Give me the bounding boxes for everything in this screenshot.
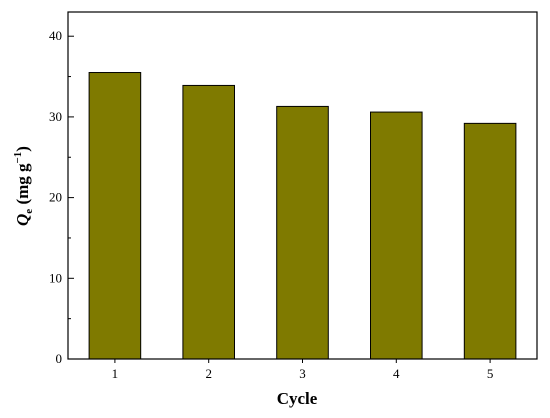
- bar-cycle-5: [463, 122, 517, 360]
- x-tick-label: 4: [393, 366, 400, 381]
- y-axis-title: Qe (mg g−1): [12, 146, 35, 226]
- y-tick-label: 20: [49, 190, 62, 205]
- x-tick-label: 1: [112, 366, 119, 381]
- y-tick-label: 30: [49, 109, 62, 124]
- y-axis-ticks: 0 10 20 30 40: [49, 28, 74, 366]
- y-axis-title-unit-exponent: −1: [12, 152, 24, 164]
- y-tick-label: 40: [49, 28, 62, 43]
- y-axis-title-subscript: e: [23, 209, 35, 214]
- y-axis-title-symbol: Q: [13, 214, 32, 226]
- x-axis-ticks: 1 2 3 4 5: [112, 359, 494, 381]
- bar-cycle-4: [370, 111, 423, 360]
- y-tick-label: 0: [56, 351, 63, 366]
- y-axis-title-unit: (mg g: [13, 163, 32, 209]
- plot-frame: [67, 11, 538, 360]
- x-tick-label: 2: [205, 366, 212, 381]
- bars-group: [88, 72, 517, 360]
- x-tick-label: 3: [299, 366, 306, 381]
- bar-cycle-2: [182, 84, 235, 360]
- x-axis-title: Cycle: [277, 389, 318, 408]
- x-tick-label: 5: [487, 366, 494, 381]
- y-tick-label: 10: [49, 270, 62, 285]
- bar-cycle-1: [88, 72, 142, 360]
- bar-cycle-3: [276, 105, 329, 360]
- y-axis-title-unit-close: ): [13, 146, 32, 152]
